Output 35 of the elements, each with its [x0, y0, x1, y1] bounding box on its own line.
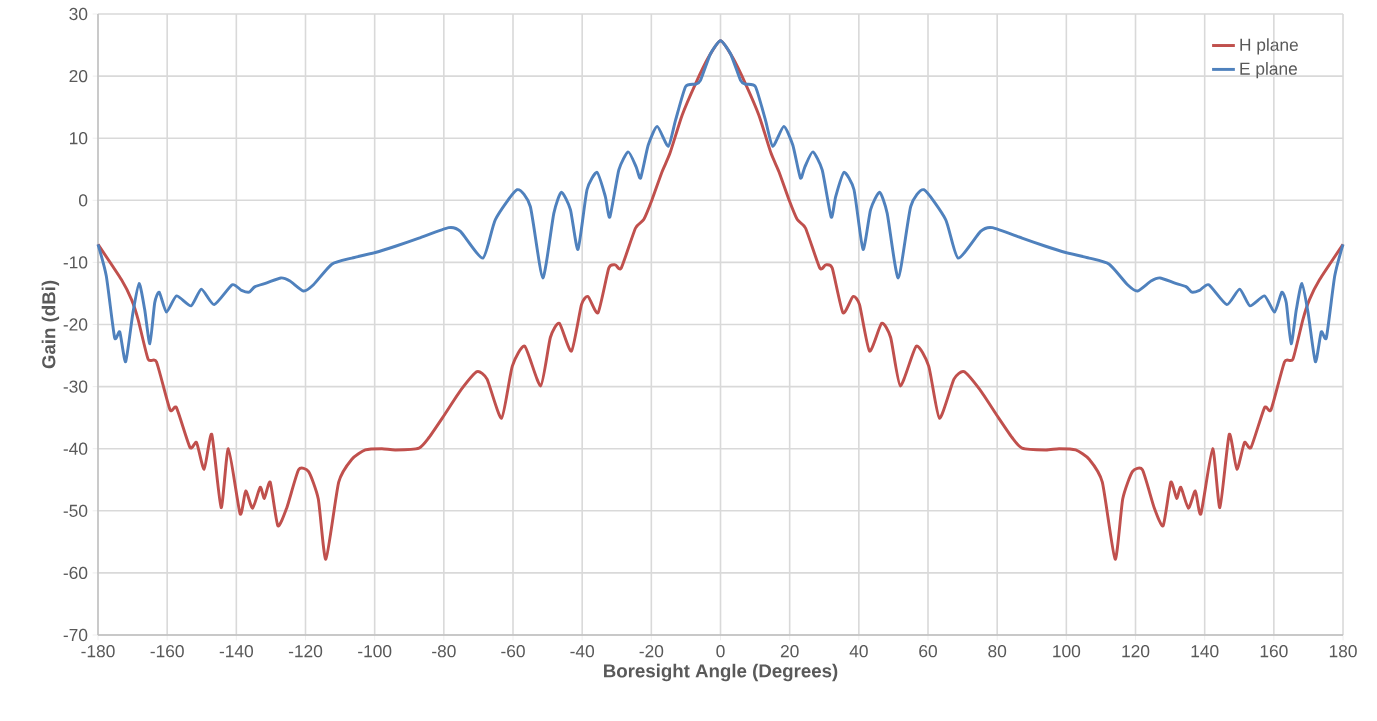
x-tick-label: -140 [219, 645, 254, 658]
x-tick-label: -20 [639, 645, 664, 658]
x-tick-label: -180 [81, 645, 115, 658]
y-tick-label: -60 [63, 566, 88, 580]
x-tick-label: 180 [1329, 645, 1357, 658]
y-tick-label: 20 [69, 69, 88, 83]
y-axis-title: Gain (dBi) [41, 280, 60, 369]
y-tick-label: 30 [69, 7, 88, 21]
x-tick-label: 0 [716, 645, 725, 658]
x-tick-label: 120 [1122, 645, 1150, 658]
x-tick-label: 60 [919, 645, 937, 658]
x-tick-label: 100 [1053, 645, 1081, 658]
x-tick-label: 80 [988, 645, 1007, 658]
legend-label: E plane [1240, 62, 1297, 79]
y-tick-label: -30 [63, 380, 88, 393]
x-tick-label: -100 [358, 645, 392, 658]
y-tick-label: -40 [63, 442, 88, 455]
x-tick-label: -80 [432, 645, 456, 658]
x-axis-title: Boresight Angle (Degrees) [604, 663, 838, 682]
y-tick-label: 0 [78, 194, 88, 207]
y-tick-label: -20 [63, 318, 88, 331]
x-tick-label: 160 [1260, 645, 1288, 658]
x-tick-label: -160 [150, 645, 184, 658]
x-tick-label: -60 [501, 645, 525, 658]
line-series [96, 39, 1345, 364]
x-tick-label: -40 [570, 645, 595, 658]
x-tick-label: 140 [1191, 645, 1219, 658]
x-tick-label: 40 [849, 645, 868, 658]
y-tick-label: -50 [63, 504, 88, 517]
y-tick-label: 10 [69, 132, 88, 145]
y-tick-label: -10 [63, 256, 88, 269]
x-tick-label: -120 [288, 645, 323, 658]
legend-label: H plane [1240, 38, 1298, 55]
y-tick-label: -70 [63, 628, 88, 642]
x-tick-label: 20 [780, 645, 799, 658]
